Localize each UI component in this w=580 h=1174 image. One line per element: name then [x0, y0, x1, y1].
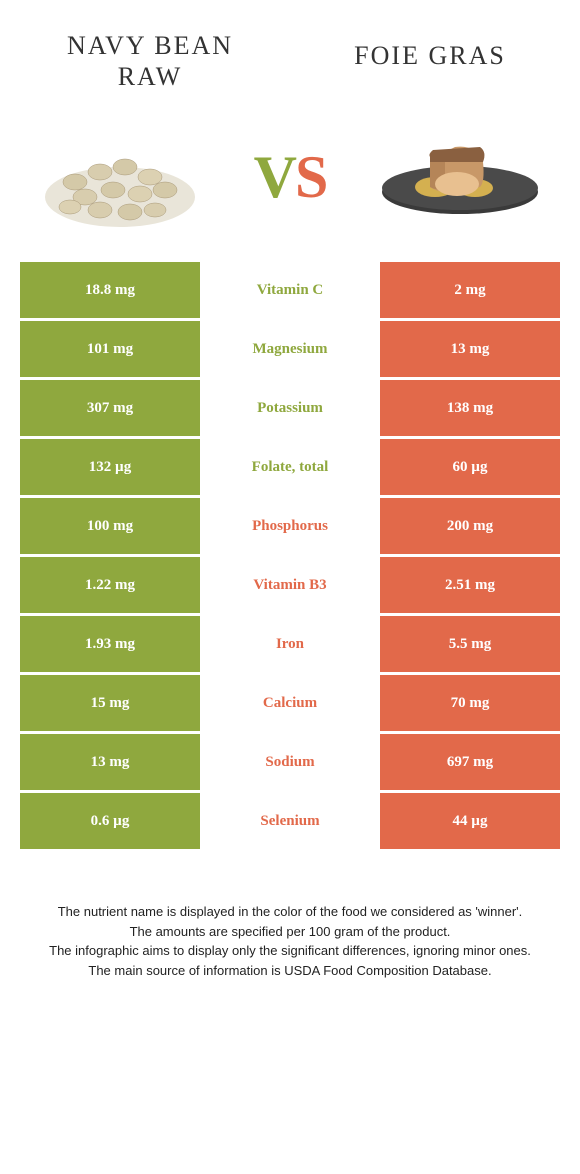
vs-v: V: [254, 144, 295, 210]
left-value: 15 mg: [20, 675, 200, 731]
nutrient-row: 1.22 mgVitamin B32.51 mg: [20, 557, 560, 613]
left-value: 101 mg: [20, 321, 200, 377]
nutrient-name: Folate, total: [200, 439, 380, 495]
nutrient-name: Phosphorus: [200, 498, 380, 554]
nutrient-name: Calcium: [200, 675, 380, 731]
foie-gras-image: [370, 122, 550, 232]
left-value: 307 mg: [20, 380, 200, 436]
right-value: 2 mg: [380, 262, 560, 318]
nutrient-row: 100 mgPhosphorus200 mg: [20, 498, 560, 554]
right-value: 200 mg: [380, 498, 560, 554]
footer-notes: The nutrient name is displayed in the co…: [20, 852, 560, 990]
footer-line-2: The amounts are specified per 100 gram o…: [40, 922, 540, 942]
vs-label: VS: [254, 143, 327, 212]
nutrient-row: 1.93 mgIron5.5 mg: [20, 616, 560, 672]
left-value: 1.93 mg: [20, 616, 200, 672]
nutrient-name: Selenium: [200, 793, 380, 849]
nutrient-name: Magnesium: [200, 321, 380, 377]
nutrient-name: Sodium: [200, 734, 380, 790]
right-value: 5.5 mg: [380, 616, 560, 672]
nutrient-row: 132 µgFolate, total60 µg: [20, 439, 560, 495]
nutrient-name: Vitamin B3: [200, 557, 380, 613]
footer-line-1: The nutrient name is displayed in the co…: [40, 902, 540, 922]
footer-line-3: The infographic aims to display only the…: [40, 941, 540, 961]
left-value: 13 mg: [20, 734, 200, 790]
nutrient-row: 101 mgMagnesium13 mg: [20, 321, 560, 377]
nutrient-table: 18.8 mgVitamin C2 mg101 mgMagnesium13 mg…: [20, 262, 560, 849]
right-value: 2.51 mg: [380, 557, 560, 613]
left-value: 100 mg: [20, 498, 200, 554]
footer-line-4: The main source of information is USDA F…: [40, 961, 540, 981]
images-row: VS: [20, 112, 560, 262]
nutrient-row: 13 mgSodium697 mg: [20, 734, 560, 790]
right-value: 60 µg: [380, 439, 560, 495]
food-title-right: FOIE GRAS: [330, 40, 530, 71]
right-value: 44 µg: [380, 793, 560, 849]
right-value: 697 mg: [380, 734, 560, 790]
vs-s: S: [295, 144, 326, 210]
food-title-left: NAVY BEAN RAW: [50, 30, 250, 92]
nutrient-row: 0.6 µgSelenium44 µg: [20, 793, 560, 849]
nutrient-row: 15 mgCalcium70 mg: [20, 675, 560, 731]
left-value: 132 µg: [20, 439, 200, 495]
right-value: 138 mg: [380, 380, 560, 436]
nutrient-name: Potassium: [200, 380, 380, 436]
nutrient-row: 18.8 mgVitamin C2 mg: [20, 262, 560, 318]
nutrient-name: Vitamin C: [200, 262, 380, 318]
navy-bean-image: [30, 122, 210, 232]
nutrient-name: Iron: [200, 616, 380, 672]
left-value: 18.8 mg: [20, 262, 200, 318]
nutrient-row: 307 mgPotassium138 mg: [20, 380, 560, 436]
header: NAVY BEAN RAW FOIE GRAS: [20, 20, 560, 112]
left-value: 0.6 µg: [20, 793, 200, 849]
right-value: 13 mg: [380, 321, 560, 377]
left-value: 1.22 mg: [20, 557, 200, 613]
right-value: 70 mg: [380, 675, 560, 731]
